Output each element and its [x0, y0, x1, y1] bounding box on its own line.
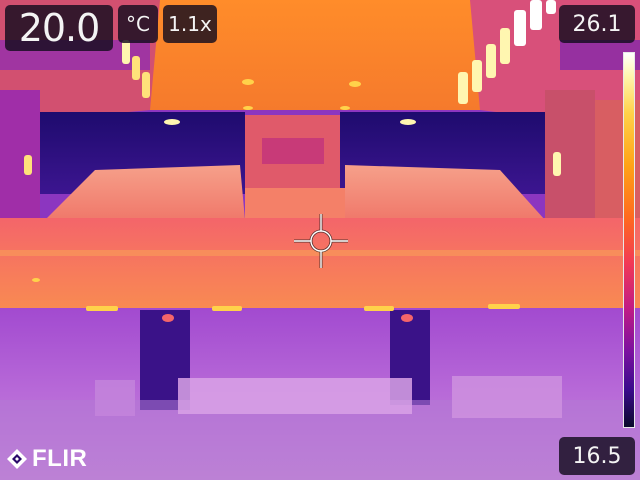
- scale-max-temperature[interactable]: 26.1: [559, 5, 635, 43]
- flir-logo: FLIR: [6, 445, 88, 472]
- scale-min-temperature[interactable]: 16.5: [559, 437, 635, 475]
- temperature-color-scale-bar: [623, 52, 635, 428]
- temperature-unit-button[interactable]: °C: [118, 5, 158, 43]
- flir-logo-text: FLIR: [32, 445, 88, 472]
- flir-logo-icon: [7, 449, 27, 469]
- zoom-level-button[interactable]: 1.1x: [163, 5, 217, 43]
- spot-temperature-readout: 20.0: [5, 5, 113, 51]
- crosshair-icon: [294, 214, 348, 268]
